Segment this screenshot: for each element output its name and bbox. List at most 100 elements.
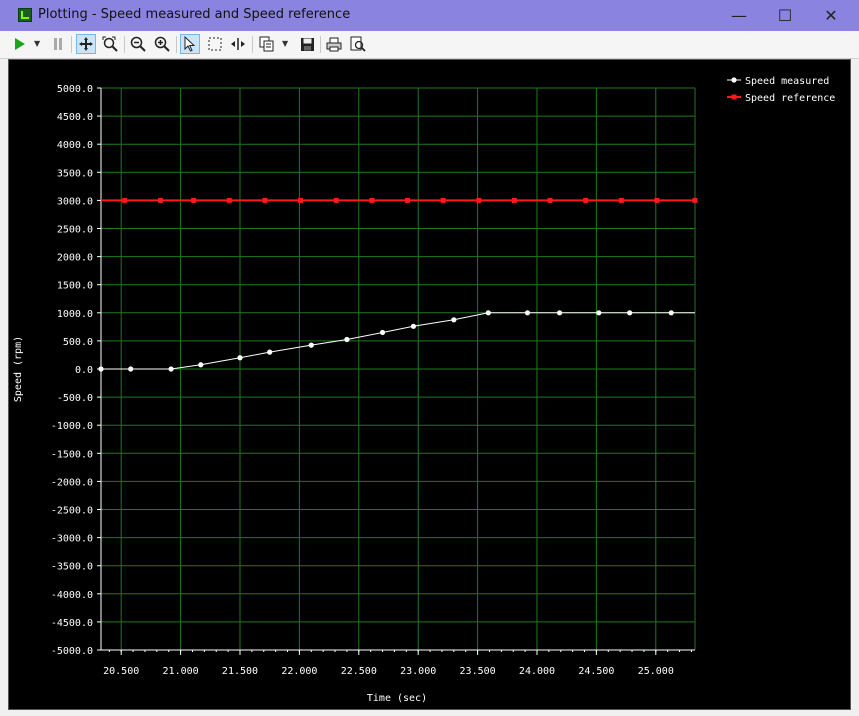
series-line-0	[101, 312, 695, 370]
legend-marker	[731, 94, 737, 100]
toolbar-separator	[71, 36, 72, 53]
data-point-circle	[198, 362, 204, 368]
close-button[interactable]: ✕	[808, 0, 854, 31]
y-tick-label: 3500.0	[57, 168, 93, 179]
x-axis-label: Time (sec)	[367, 693, 427, 704]
legend-label: Speed reference	[745, 93, 835, 104]
play-dropdown-icon[interactable]: ▼	[34, 39, 41, 48]
plot-series	[98, 197, 698, 372]
data-point-circle	[451, 317, 457, 323]
data-point-square	[440, 197, 446, 203]
data-point-circle	[128, 366, 134, 372]
data-point-circle	[267, 349, 273, 355]
data-point-square	[122, 197, 128, 203]
x-tick-label: 24.000	[519, 666, 555, 677]
y-tick-label: -4500.0	[51, 618, 93, 629]
app-name: Plotting	[38, 7, 88, 22]
data-point-square	[618, 197, 624, 203]
y-tick-label: -500.0	[57, 393, 93, 404]
pause-icon[interactable]	[48, 34, 68, 54]
data-point-circle	[168, 366, 174, 372]
y-tick-label: -5000.0	[51, 646, 93, 657]
data-point-square	[191, 197, 197, 203]
grid-lines	[101, 87, 696, 651]
y-tick-label: -1500.0	[51, 449, 93, 460]
data-point-square	[157, 197, 163, 203]
play-icon[interactable]	[10, 34, 30, 54]
data-point-circle	[524, 310, 531, 316]
maximize-button[interactable]: ☐	[762, 0, 808, 31]
app-chart-icon	[18, 8, 32, 22]
data-point-square	[226, 197, 232, 203]
y-axis-ticks: 5000.0 4500.0 4000.0 3500.0 3000.0 2500.0 2000…	[51, 84, 101, 657]
data-point-square	[692, 197, 698, 203]
data-point-square	[333, 197, 339, 203]
data-point-circle	[379, 329, 386, 336]
y-tick-label: 2000.0	[57, 253, 93, 264]
maximize-icon: ☐	[777, 6, 793, 25]
y-tick-label: 1500.0	[57, 281, 93, 292]
y-tick-label: -2500.0	[51, 506, 93, 517]
x-axis-ticks: 20.500 21.000 21.500 22.000 22.500 23.000 23.5…	[103, 650, 692, 677]
data-point-circle	[668, 310, 674, 316]
y-tick-label: 3000.0	[57, 196, 93, 207]
data-point-circle	[98, 366, 104, 372]
plot-title: Speed measured and Speed reference	[100, 7, 351, 22]
save-icon[interactable]	[297, 34, 317, 54]
print-icon[interactable]	[324, 34, 344, 54]
zoom-fit-icon[interactable]	[100, 34, 120, 54]
split-icon[interactable]	[228, 34, 248, 54]
toolbar-separator	[320, 36, 321, 53]
x-tick-label: 22.500	[341, 666, 377, 677]
data-point-square	[405, 197, 411, 203]
y-tick-label: 4500.0	[57, 112, 93, 123]
y-tick-label: 2500.0	[57, 225, 93, 236]
data-point-circle	[410, 323, 417, 329]
data-point-square	[476, 197, 482, 203]
copy-icon[interactable]	[257, 34, 277, 54]
print-preview-icon[interactable]	[348, 34, 368, 54]
data-point-circle	[627, 310, 633, 316]
data-point-square	[511, 197, 517, 203]
y-tick-label: -3000.0	[51, 534, 93, 545]
toolbar-separator	[176, 36, 177, 53]
x-tick-label: 24.500	[578, 666, 614, 677]
data-point-square	[298, 197, 304, 203]
plot-area[interactable]: 5000.0 4500.0 4000.0 3500.0 3000.0 2500.0 2000…	[8, 59, 851, 710]
data-point-square	[369, 197, 375, 203]
y-tick-label: 0.0	[75, 365, 93, 376]
zoom-in-icon[interactable]	[152, 34, 172, 54]
y-tick-label: 4000.0	[57, 140, 93, 151]
toolbar-separator	[124, 36, 125, 53]
y-tick-label: 1000.0	[57, 309, 93, 320]
speed-chart[interactable]: 5000.0 4500.0 4000.0 3500.0 3000.0 2500.0 2000…	[9, 60, 850, 709]
zoom-out-icon[interactable]	[128, 34, 148, 54]
x-tick-label: 22.000	[281, 666, 317, 677]
data-point-circle	[308, 342, 314, 348]
data-point-square	[654, 197, 660, 203]
pan-icon[interactable]	[76, 34, 96, 54]
close-icon: ✕	[824, 6, 838, 25]
copy-dropdown-icon[interactable]: ▼	[282, 39, 289, 48]
y-tick-label: -1000.0	[51, 421, 93, 432]
x-tick-label: 23.500	[460, 666, 496, 677]
y-axis-label: Speed (rpm)	[13, 336, 24, 402]
select-rect-icon[interactable]	[205, 34, 225, 54]
title-bar: Plotting - Speed measured and Speed refe…	[0, 0, 859, 31]
data-point-circle	[344, 336, 350, 343]
x-tick-label: 23.000	[400, 666, 436, 677]
minimize-icon: —	[731, 6, 747, 25]
x-tick-label: 20.500	[103, 666, 139, 677]
data-point-square	[583, 197, 589, 203]
y-tick-label: 5000.0	[57, 84, 93, 95]
x-tick-label: 21.500	[222, 666, 258, 677]
data-point-square	[547, 197, 553, 203]
select-pointer-icon[interactable]	[180, 34, 200, 54]
data-point-circle	[485, 310, 491, 316]
y-tick-label: 500.0	[63, 337, 93, 348]
minimize-button[interactable]: —	[716, 0, 762, 31]
toolbar-separator	[252, 36, 253, 53]
toolbar: ▼ ▼	[0, 31, 859, 59]
data-point-circle	[237, 355, 243, 361]
y-tick-label: -3500.0	[51, 562, 93, 573]
